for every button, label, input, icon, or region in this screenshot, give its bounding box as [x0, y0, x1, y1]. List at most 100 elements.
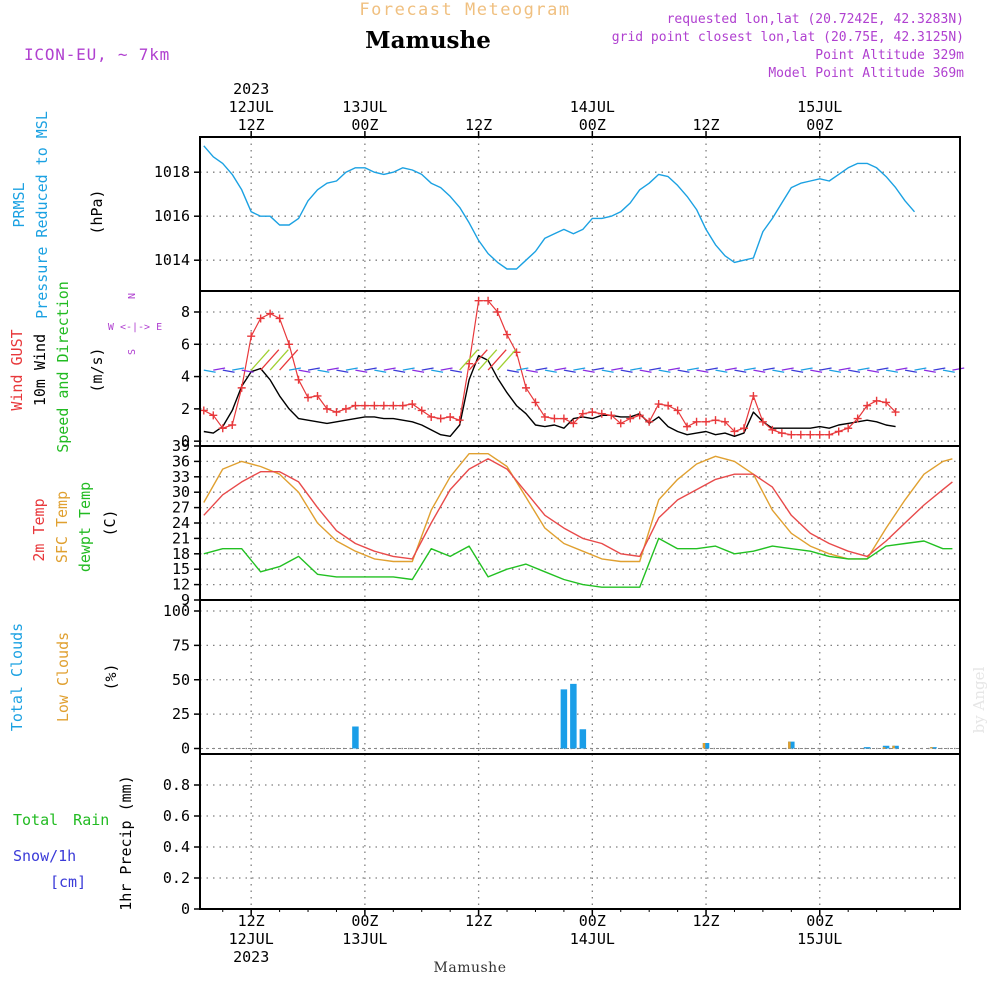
wind-gust-marker — [389, 401, 398, 410]
compass-s: S — [127, 349, 138, 355]
wind-direction-arrow — [838, 367, 851, 371]
wind-unit: (m/s) — [88, 347, 106, 392]
model-label: ICON-EU, ~ 7km — [24, 45, 170, 64]
clouds-label-total: Total Clouds — [8, 623, 26, 731]
wind-direction-arrow — [336, 369, 349, 373]
wind-gust-marker — [294, 375, 303, 384]
wind-gust-marker — [626, 414, 635, 423]
wind-gust-marker — [427, 412, 436, 421]
wind-direction-arrow — [288, 367, 301, 371]
wind-direction-arrow — [734, 369, 747, 373]
wind-direction-arrow — [791, 369, 804, 373]
wind-gust-marker — [749, 391, 758, 400]
product-title: Forecast Meteogram — [359, 0, 570, 20]
wind-gust-marker — [237, 383, 246, 392]
wind-direction-arrow — [459, 349, 479, 371]
wind-direction-arrow — [364, 367, 377, 371]
compass-n: N — [127, 293, 138, 299]
wind-gust-marker — [550, 414, 559, 423]
wind-gust-marker — [266, 309, 275, 318]
wind-gust-marker — [218, 424, 227, 433]
wind-direction-arrow — [279, 349, 299, 371]
wind-direction-arrow — [658, 369, 671, 373]
wind-gust-marker — [607, 411, 616, 420]
wind-direction-arrow — [876, 367, 889, 371]
wind-gust-marker — [341, 404, 350, 413]
wind-gust-marker — [825, 430, 834, 439]
temp-label-sfc: SFC Temp — [53, 491, 71, 563]
wind-direction-arrow — [630, 367, 643, 371]
y-tick-label: 9 — [181, 591, 190, 609]
y-tick-label: 2 — [181, 400, 190, 418]
wind-gust-marker — [436, 414, 445, 423]
wind-gust-marker — [664, 401, 673, 410]
wind-direction-arrow — [269, 349, 289, 371]
wind-gust-marker — [844, 424, 853, 433]
precip-legend-cm: [cm] — [50, 873, 86, 891]
total-cloud-bar — [930, 747, 937, 749]
pressure-line — [203, 145, 916, 270]
wind-direction-arrow — [260, 349, 280, 371]
wind-direction-arrow — [487, 349, 507, 371]
wind-gust-marker — [313, 391, 322, 400]
total-cloud-bar — [892, 745, 899, 749]
wind-gust-marker — [417, 406, 426, 415]
y-tick-label: 1014 — [154, 251, 190, 269]
panel-frame-pressure — [199, 136, 961, 292]
wind-gust-marker — [597, 409, 606, 418]
wind-direction-arrow — [800, 367, 813, 371]
y-tick-label: 0 — [181, 740, 190, 758]
time-label-bottom: 14JUL — [570, 930, 615, 948]
time-label-top: 14JUL — [570, 98, 615, 116]
wind-direction-arrow — [383, 367, 396, 371]
grid-point-coords: grid point closest lon,lat (20.75E, 42.3… — [612, 30, 964, 45]
wind-gust-marker — [521, 383, 530, 392]
wind-10m-line — [203, 354, 896, 437]
wind-direction-arrow — [904, 369, 917, 373]
credit-label: by Angel — [970, 666, 988, 733]
total-cloud-bar — [570, 683, 577, 749]
wind-gust-marker — [379, 401, 388, 410]
wind-gust-marker — [853, 414, 862, 423]
low-cloud-bar — [930, 747, 933, 749]
wind-direction-arrow — [478, 349, 498, 371]
y-tick-label: 0.2 — [163, 869, 190, 887]
time-label-bottom: 12Z — [238, 912, 265, 930]
time-label-bottom: 2023 — [233, 948, 269, 966]
wind-gust-marker — [588, 408, 597, 417]
y-tick-label: 15 — [172, 560, 190, 578]
temp-label-dew: dewpt Temp — [76, 482, 94, 572]
wind-direction-arrow — [743, 367, 756, 371]
wind-gust-marker — [635, 411, 644, 420]
y-tick-label: 39 — [172, 437, 190, 455]
wind-gust-marker — [654, 400, 663, 409]
wind-gust-marker — [474, 296, 483, 305]
y-tick-label: 27 — [172, 499, 190, 517]
wind-direction-arrow — [393, 369, 406, 373]
wind-direction-arrow — [819, 367, 832, 371]
wind-gust-marker — [882, 398, 891, 407]
wind-gust-marker — [569, 419, 578, 428]
wind-direction-arrow — [298, 369, 311, 373]
wind-direction-arrow — [563, 369, 576, 373]
time-label-bottom: 00Z — [579, 912, 606, 930]
total-cloud-bar — [352, 726, 359, 749]
wind-direction-arrow — [525, 369, 538, 373]
wind-direction-arrow — [895, 367, 908, 371]
wind-gust-marker — [777, 429, 786, 438]
wind-direction-arrow — [601, 369, 614, 373]
time-label-bottom: 00Z — [806, 912, 833, 930]
wind-direction-arrow — [421, 367, 434, 371]
clouds-unit: (%) — [102, 663, 120, 690]
sfc-temp-line — [203, 453, 953, 563]
low-cloud-bar — [788, 741, 791, 749]
total-cloud-bar — [560, 689, 568, 749]
wind-gust-marker — [616, 419, 625, 428]
wind-gust-marker — [863, 401, 872, 410]
y-tick-label: 0.8 — [163, 776, 190, 794]
wind-direction-arrow — [440, 367, 453, 371]
time-label-top: 2023 — [233, 80, 269, 98]
wind-direction-arrow — [952, 367, 965, 371]
time-label-bottom: 15JUL — [797, 930, 842, 948]
wind-gust-marker — [645, 417, 654, 426]
